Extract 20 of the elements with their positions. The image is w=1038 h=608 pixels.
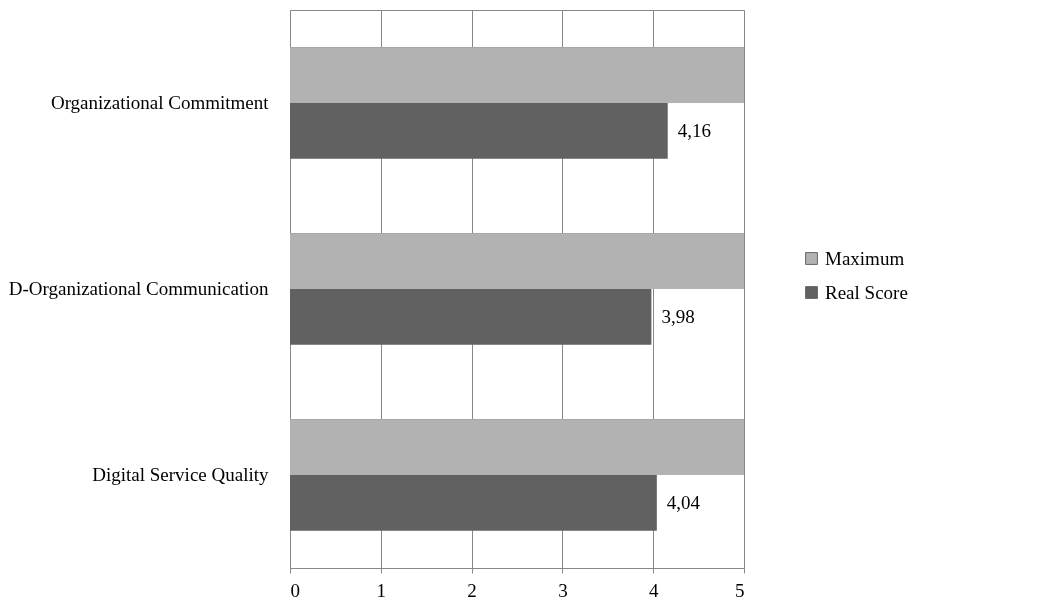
bar [290,475,657,531]
legend-label: Real Score [825,281,908,303]
bar [290,103,668,159]
bar [290,233,744,289]
bar [290,419,744,475]
y-tick-label: Organizational Commitment [50,92,270,113]
x-tick-label: 1 [376,579,387,601]
y-tick-label: D-Organizational Communication [8,278,269,299]
x-tick-label: 0 [290,579,300,601]
x-tick-label: 4 [648,579,659,601]
data-label: 4,04 [666,491,701,513]
bar [290,289,652,345]
x-tick-label: 5 [735,579,745,601]
bar [290,47,744,103]
x-tick-label: 2 [467,579,477,601]
data-label: 3,98 [661,305,695,327]
legend-label: Maximum [825,247,905,269]
data-label: 4,16 [677,119,711,141]
y-tick-label: Digital Service Quality [92,464,269,485]
x-tick-label: 3 [558,579,568,601]
